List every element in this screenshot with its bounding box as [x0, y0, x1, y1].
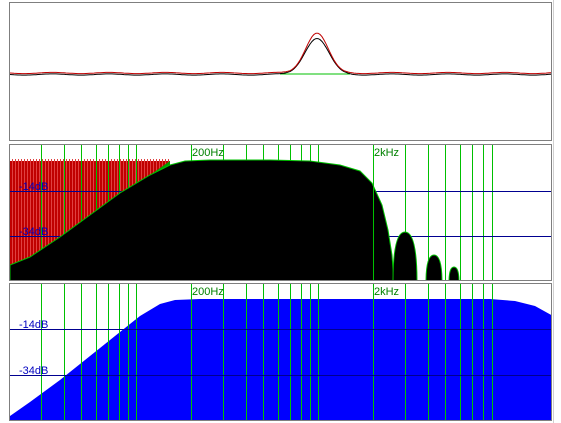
right-edge-strip: [553, 0, 561, 423]
db-label-minus14: -14dB: [19, 319, 48, 331]
spectrum-plot-top: 200Hz 2kHz -14dB -34dB: [10, 145, 551, 280]
freq-label-200hz: 200Hz: [192, 147, 224, 159]
filter-response-fill: [10, 299, 551, 420]
db-label-minus34: -34dB: [19, 365, 48, 377]
db-label-minus14: -14dB: [19, 181, 48, 193]
db-label-minus34: -34dB: [19, 226, 48, 238]
freq-label-200hz: 200Hz: [192, 286, 224, 298]
spectrum-plot-bottom: 200Hz 2kHz -14dB -34dB: [10, 284, 551, 420]
output-sidelobe-2: [425, 254, 443, 280]
time-domain-plot: [10, 32, 551, 76]
output-sidelobe-1: [392, 231, 418, 280]
time-domain-panel[interactable]: [9, 2, 552, 141]
spectrum-panel-bottom[interactable]: 200Hz 2kHz -14dB -34dB: [9, 283, 552, 421]
spectrum-panel-top[interactable]: 200Hz 2kHz -14dB -34dB: [9, 144, 552, 281]
freq-label-2khz: 2kHz: [374, 286, 399, 298]
output-sidelobe-3: [448, 266, 460, 280]
impulse-response-red: [10, 32, 551, 75]
output-spectrum-main-lobe: [10, 159, 395, 280]
impulse-response-black: [10, 38, 551, 76]
freq-label-2khz: 2kHz: [374, 147, 399, 159]
